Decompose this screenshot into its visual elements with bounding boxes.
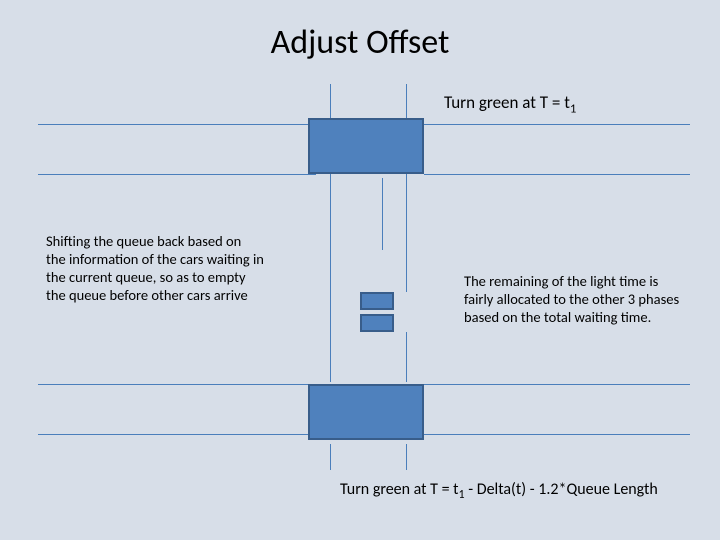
- road-line-h-3: [424, 174, 690, 175]
- label-bottom-formula: Turn green at T = t1 - Delta(t) - 1.2*Qu…: [340, 480, 658, 503]
- road-line-h-4: [38, 384, 316, 385]
- label-top-right-sub: 1: [570, 101, 576, 116]
- stage: Adjust Offset Turn green at T = t1 Shift…: [0, 0, 720, 540]
- road-line-v-7: [382, 178, 383, 250]
- slide-title: Adjust Offset: [0, 22, 720, 63]
- car-box-0: [360, 292, 394, 310]
- road-line-v-6: [406, 444, 407, 470]
- label-right-paragraph: The remaining of the light time is fairl…: [464, 272, 682, 326]
- label-left-paragraph: Shifting the queue back based on the inf…: [46, 232, 264, 305]
- road-line-v-5: [406, 332, 407, 382]
- intersection-block-top: [308, 118, 424, 174]
- intersection-block-bottom: [308, 384, 424, 440]
- formula-prefix: Turn green at T = t: [340, 480, 459, 499]
- formula-suffix: - Delta(t) - 1.2*Queue Length: [465, 480, 658, 499]
- road-line-v-1: [330, 172, 331, 382]
- road-line-h-1: [424, 124, 690, 125]
- label-top-right-text: Turn green at T = t: [444, 92, 570, 113]
- road-line-h-5: [424, 384, 690, 385]
- car-box-1: [360, 314, 394, 332]
- road-line-h-2: [38, 174, 316, 175]
- road-line-h-0: [38, 124, 316, 125]
- label-top-right: Turn green at T = t1: [444, 92, 576, 117]
- road-line-h-6: [38, 434, 316, 435]
- road-line-v-4: [406, 172, 407, 292]
- road-line-h-7: [424, 434, 690, 435]
- road-line-v-2: [330, 444, 331, 470]
